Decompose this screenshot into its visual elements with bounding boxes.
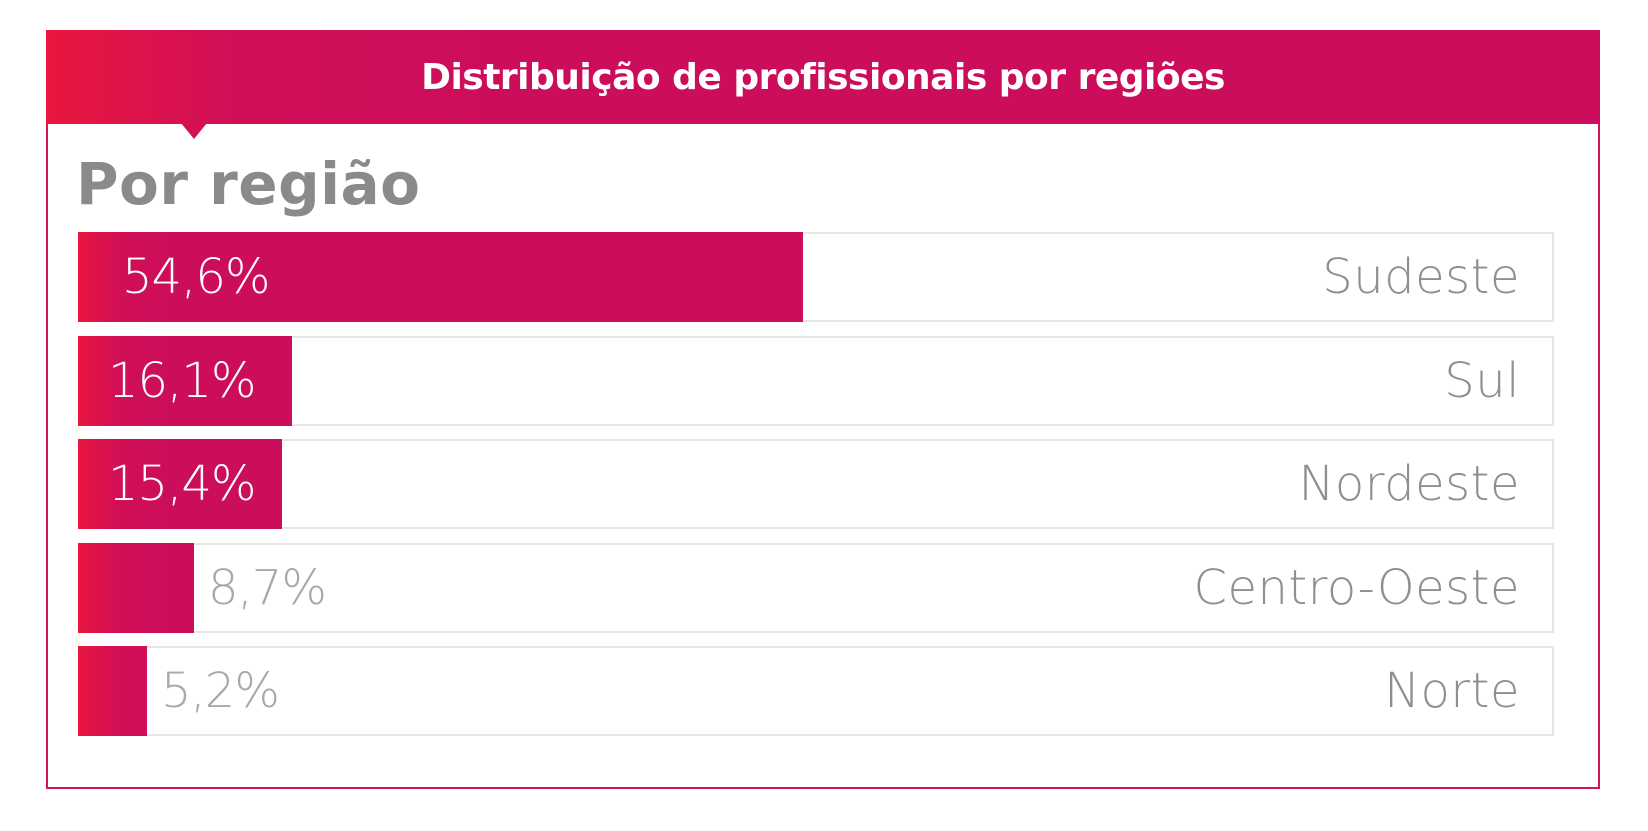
bar-category-label: Centro-Oeste (1193, 559, 1520, 616)
bar-category-label: Sudeste (1322, 249, 1520, 305)
bar-row-norte: 5,2% Norte (78, 646, 1554, 736)
bar-category-label: Norte (1384, 663, 1520, 719)
bar-row-nordeste: 15,4% Nordeste (78, 439, 1554, 529)
bar-row-sul: 16,1% Sul (78, 335, 1554, 426)
bar-chart: 54,6% Sudeste 16,1% Sul 15,4% Nordeste 8,7% Cen… (78, 232, 1554, 762)
chart-title: Por região (76, 150, 421, 218)
header-pointer (181, 123, 207, 139)
bar-value-label: 5,2% (161, 663, 280, 719)
bar (78, 232, 803, 322)
bar-value-label: 8,7% (208, 559, 327, 616)
bar (78, 335, 292, 426)
bar (78, 542, 194, 633)
header-banner: Distribuição de profissionais por regiõe… (46, 30, 1600, 124)
bar-value-label: 15,4% (108, 456, 256, 512)
header-title: Distribuição de profissionais por regiõe… (421, 56, 1225, 98)
bar-value-label: 16,1% (108, 352, 256, 409)
bar-category-label: Nordeste (1298, 456, 1520, 512)
bar-row-sudeste: 54,6% Sudeste (78, 232, 1554, 322)
bar-row-centro-oeste: 8,7% Centro-Oeste (78, 542, 1554, 633)
bar (78, 439, 282, 529)
bar (78, 646, 147, 736)
bar-category-label: Sul (1444, 352, 1520, 409)
chart-card: Distribuição de profissionais por regiõe… (46, 30, 1600, 789)
bar-value-label: 54,6% (122, 249, 270, 305)
